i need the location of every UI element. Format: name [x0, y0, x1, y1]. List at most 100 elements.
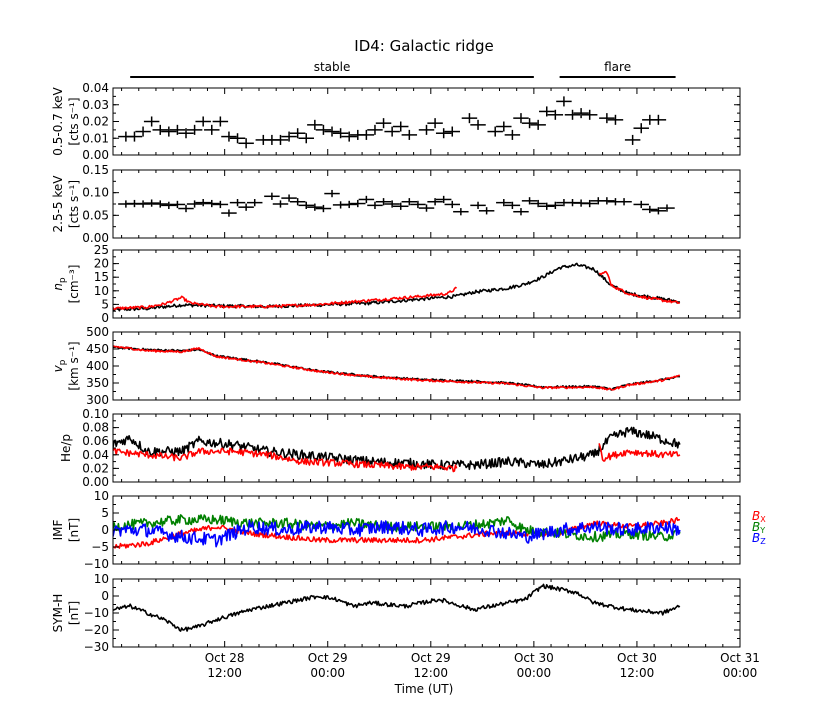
data-point: [642, 205, 658, 214]
data-point: [633, 123, 649, 134]
data-point: [530, 199, 546, 208]
panels: 0.000.010.020.030.040.5-0.7 keV [cts s⁻¹]…: [51, 81, 766, 654]
y-tick-label: 0.01: [82, 131, 109, 145]
data-point: [281, 131, 297, 142]
y-tick-label: 400: [86, 359, 109, 373]
data-point: [547, 109, 564, 120]
series-line-b_x: [113, 516, 680, 549]
data-point: [530, 119, 546, 130]
data-point: [169, 200, 186, 209]
y-axis-unit: [nT]: [67, 601, 81, 625]
data-point: [384, 126, 400, 137]
y-axis-unit: [km s⁻¹]: [67, 341, 81, 390]
data-point: [238, 203, 254, 211]
data-point: [178, 128, 194, 139]
y-axis-unit: [cts s⁻¹]: [67, 180, 81, 228]
data-point: [212, 200, 229, 209]
data-point: [324, 126, 340, 137]
data-point: [332, 128, 349, 139]
data-point: [204, 199, 220, 208]
y-axis-label: He/p: [59, 434, 73, 462]
data-point: [178, 204, 194, 213]
y-axis-unit: [cm⁻³]: [67, 265, 81, 304]
data-point: [358, 195, 375, 204]
data-point: [607, 114, 624, 125]
data-point: [444, 200, 460, 209]
data-point: [547, 201, 564, 209]
panel-soft: 0.00 0.01 0.02 0.03 0.04 0.5-0.7 keV [cts s⁻¹]: [51, 81, 741, 162]
data-point: [427, 118, 443, 129]
data-point: [581, 199, 598, 208]
y-tick-label: 10: [94, 489, 109, 503]
panel-hard-data: [118, 189, 675, 217]
x-tick-label: 12:00: [620, 666, 655, 680]
legend-entry-b_y: BY: [752, 520, 765, 535]
panel-imf-data: [113, 514, 681, 549]
panel-vp-data: [113, 345, 681, 391]
data-point: [453, 208, 469, 216]
series-line-1: [598, 443, 681, 462]
y-tick-label: 0.05: [82, 208, 109, 222]
panel-np-data: [113, 262, 681, 312]
data-point: [324, 189, 340, 198]
y-axis-label: IMF: [51, 520, 65, 541]
panel-soft-data: [118, 96, 667, 149]
y-axis-unit: [cts s⁻¹]: [67, 97, 81, 145]
data-point: [599, 197, 615, 205]
y-tick-label: 0.08: [82, 421, 109, 435]
data-point: [616, 198, 632, 206]
data-point: [418, 124, 435, 135]
y-tick-label: −5: [91, 540, 109, 554]
y-tick-label: 20: [94, 257, 109, 271]
data-point: [143, 116, 160, 127]
data-point: [444, 126, 460, 137]
data-point: [633, 200, 649, 209]
series-line-1: [113, 447, 458, 473]
data-point: [624, 134, 641, 145]
chart-title: ID4: Galactic ridge: [354, 37, 493, 55]
y-tick-label: −20: [84, 623, 109, 637]
data-point: [195, 116, 211, 127]
data-point: [307, 203, 323, 211]
panel-hep-frame: [112, 413, 741, 483]
data-point: [504, 129, 521, 140]
data-point: [375, 118, 392, 129]
legend-entry-b_z: BZ: [752, 531, 766, 546]
y-axis-label: 2.5-5 keV: [51, 175, 65, 233]
y-tick-label: −30: [84, 640, 109, 654]
data-point: [513, 113, 529, 124]
x-tick-label: 00:00: [310, 666, 345, 680]
data-point: [556, 96, 572, 107]
y-tick-label: −10: [84, 557, 109, 571]
data-point: [221, 209, 237, 217]
series-line-0: [113, 426, 681, 471]
y-tick-label: 0.10: [82, 407, 109, 421]
y-tick-label: 0.04: [82, 448, 109, 462]
data-point: [435, 195, 452, 204]
data-point: [161, 201, 177, 209]
data-point: [246, 199, 263, 207]
panel-vp: 300 350 400 450 500 vp [km s⁻¹]: [51, 325, 741, 407]
data-point: [135, 126, 151, 137]
data-point: [195, 199, 211, 207]
series-line-1: [113, 345, 680, 391]
y-tick-label: 0: [101, 589, 109, 603]
interval-label-flare: flare: [604, 60, 631, 74]
series-line-0: [113, 583, 681, 632]
data-point: [401, 198, 418, 206]
y-tick-label: 0.00: [82, 148, 109, 162]
data-point: [418, 204, 435, 212]
data-point: [659, 204, 675, 212]
data-point: [298, 201, 314, 209]
x-tick-label: 00:00: [517, 666, 552, 680]
y-tick-label: 0.00: [82, 475, 109, 489]
data-point: [186, 124, 203, 135]
data-point: [401, 129, 418, 140]
data-point: [521, 197, 538, 205]
data-point: [281, 194, 297, 202]
series-line-0: [113, 345, 681, 391]
data-point: [307, 119, 323, 130]
data-point: [186, 200, 203, 208]
x-tick-label: 12:00: [207, 666, 242, 680]
